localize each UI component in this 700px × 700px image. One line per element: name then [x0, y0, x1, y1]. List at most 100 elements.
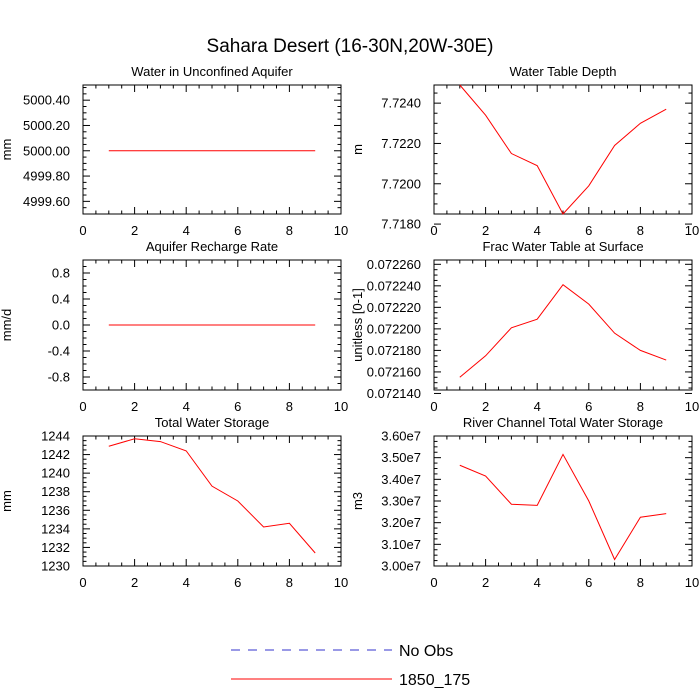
y-tick-label: 5000.40 — [23, 93, 70, 108]
plot-frame — [82, 435, 342, 567]
x-tick-label: 10 — [685, 223, 699, 238]
y-tick-label: 7.7240 — [381, 96, 421, 111]
y-tick-label: 7.7220 — [381, 136, 421, 151]
x-tick-label: 4 — [183, 399, 190, 414]
x-tick-label: 4 — [183, 575, 190, 590]
x-tick-label: 2 — [131, 399, 138, 414]
chart-panel-3: Aquifer Recharge Rate mm/d 0 2 4 6 8 10 -0.8 -0.4… — [0, 239, 348, 414]
x-tick-label: 4 — [534, 223, 541, 238]
y-tick-label: -0.8 — [48, 370, 70, 385]
x-tick-label: 0 — [79, 399, 86, 414]
y-tick-label: 1232 — [41, 540, 70, 555]
y-tick-label: 3.40e7 — [381, 472, 421, 487]
y-tick-label: 3.00e7 — [381, 559, 421, 574]
plot-frame — [433, 259, 693, 391]
panel-title: Water in Unconfined Aquifer — [131, 64, 293, 79]
x-tick-label: 10 — [685, 575, 699, 590]
x-tick-label: 10 — [334, 399, 348, 414]
plot-frame — [433, 84, 693, 215]
x-tick-label: 0 — [79, 575, 86, 590]
y-tick-label: 1230 — [41, 559, 70, 574]
x-tick-label: 10 — [685, 399, 699, 414]
y-tick-label: 3.20e7 — [381, 515, 421, 530]
y-tick-label: 4999.60 — [23, 194, 70, 209]
y-tick-label: 5000.00 — [23, 143, 70, 158]
x-tick-label: 6 — [234, 223, 241, 238]
panel-title: Total Water Storage — [155, 415, 269, 430]
y-axis-label: mm — [0, 490, 14, 512]
y-tick-label: 3.10e7 — [381, 537, 421, 552]
y-axis-label: m3 — [350, 492, 365, 510]
legend: No Obs 1850_175 — [231, 643, 470, 689]
figure-title: Sahara Desert (16-30N,20W-30E) — [207, 36, 494, 57]
x-tick-label: 2 — [482, 575, 489, 590]
y-tick-label: 1244 — [41, 429, 70, 444]
chart-panel-5: Total Water Storage mm 0 2 4 6 8 10 1230 1232 1234… — [0, 415, 348, 590]
y-axis-label: unitless [0-1] — [350, 288, 365, 362]
x-tick-label: 2 — [131, 575, 138, 590]
y-tick-label: -0.4 — [48, 344, 70, 359]
y-tick-label: 3.30e7 — [381, 494, 421, 509]
y-axis-label: m — [350, 144, 365, 155]
y-tick-label: 1240 — [41, 466, 70, 481]
panel-title: Aquifer Recharge Rate — [146, 239, 278, 254]
x-tick-label: 6 — [585, 399, 592, 414]
x-tick-label: 8 — [637, 223, 644, 238]
x-tick-label: 6 — [585, 223, 592, 238]
y-tick-label: 1236 — [41, 503, 70, 518]
panel-title: Frac Water Table at Surface — [482, 239, 643, 254]
legend-label-no-obs: No Obs — [399, 643, 453, 660]
series-line-1850-175 — [459, 453, 667, 561]
y-tick-label: 1242 — [41, 447, 70, 462]
y-tick-label: 1238 — [41, 484, 70, 499]
y-axis-label: mm/d — [0, 309, 14, 342]
panels: Water in Unconfined Aquifer mm 0 2 4 6 8 10 4999… — [0, 64, 699, 590]
series-line-1850-175 — [459, 84, 667, 215]
y-tick-label: 5000.20 — [23, 118, 70, 133]
legend-label-1850-175: 1850_175 — [399, 672, 470, 689]
x-tick-label: 2 — [131, 223, 138, 238]
panel-title: Water Table Depth — [510, 64, 617, 79]
y-tick-label: 3.50e7 — [381, 450, 421, 465]
x-tick-label: 2 — [482, 223, 489, 238]
x-tick-label: 4 — [534, 575, 541, 590]
y-tick-label: 0.072240 — [367, 278, 421, 293]
chart-panel-4: Frac Water Table at Surface unitless [0-1… — [350, 239, 699, 414]
plot-frame — [82, 84, 342, 215]
y-tick-label: 0.072220 — [367, 300, 421, 315]
y-tick-label: 0.072140 — [367, 386, 421, 401]
x-tick-label: 2 — [482, 399, 489, 414]
x-tick-label: 10 — [334, 223, 348, 238]
x-tick-label: 6 — [234, 399, 241, 414]
chart-panel-1: Water in Unconfined Aquifer mm 0 2 4 6 8 10 4999… — [0, 64, 348, 238]
y-tick-label: 7.7200 — [381, 176, 421, 191]
y-tick-label: 0.072260 — [367, 257, 421, 272]
x-tick-label: 4 — [183, 223, 190, 238]
x-tick-label: 0 — [430, 399, 437, 414]
x-tick-label: 0 — [430, 575, 437, 590]
y-tick-label: 0.0 — [52, 318, 70, 333]
x-tick-label: 6 — [585, 575, 592, 590]
x-tick-label: 8 — [286, 223, 293, 238]
x-tick-label: 8 — [637, 399, 644, 414]
panel-title: River Channel Total Water Storage — [463, 415, 663, 430]
x-tick-label: 8 — [637, 575, 644, 590]
y-tick-label: 0.4 — [52, 292, 70, 307]
y-tick-label: 7.7180 — [381, 217, 421, 232]
y-tick-label: 3.60e7 — [381, 429, 421, 444]
x-tick-label: 6 — [234, 575, 241, 590]
y-tick-label: 0.8 — [52, 266, 70, 281]
series-line-1850-175 — [108, 438, 316, 554]
chart-panel-6: River Channel Total Water Storage m3 0 2 4 6 8… — [350, 415, 699, 590]
y-tick-label: 0.072160 — [367, 364, 421, 379]
y-tick-label: 1234 — [41, 521, 70, 536]
y-axis-label: mm — [0, 139, 14, 161]
y-tick-label: 4999.80 — [23, 169, 70, 184]
x-tick-label: 8 — [286, 399, 293, 414]
chart-panel-2: Water Table Depth m 0 2 4 6 8 10 7.7180 7.7200 7.7… — [350, 64, 699, 238]
x-tick-label: 0 — [79, 223, 86, 238]
x-tick-label: 4 — [534, 399, 541, 414]
series-line-1850-175 — [459, 284, 667, 378]
x-tick-label: 8 — [286, 575, 293, 590]
